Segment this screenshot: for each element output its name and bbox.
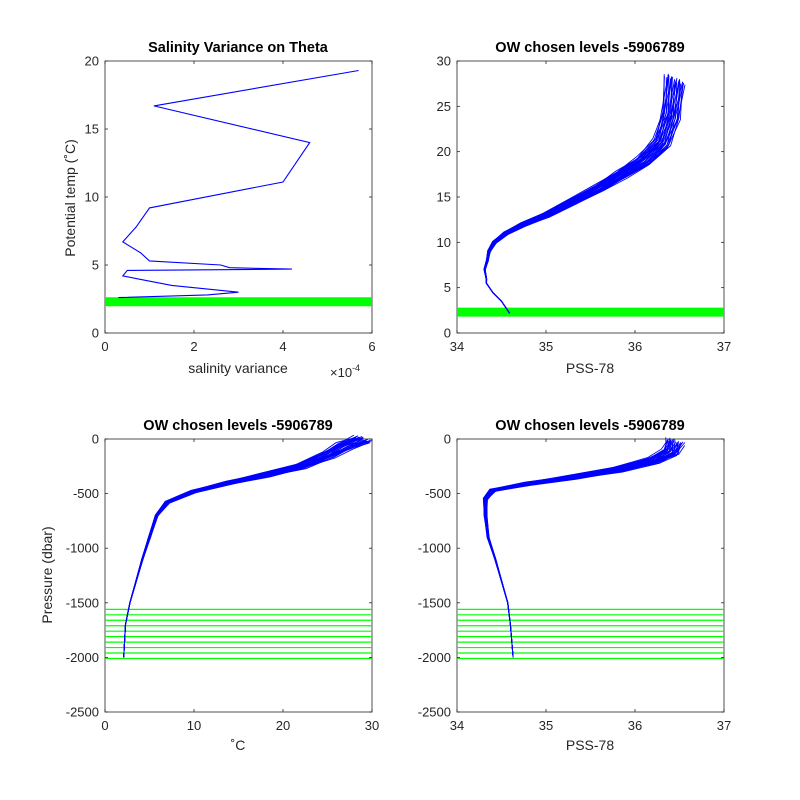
y-tick-label: 5 bbox=[444, 280, 451, 295]
y-tick-label: 0 bbox=[444, 432, 451, 447]
x-tick-label: 36 bbox=[628, 718, 642, 733]
x-tick-label: 20 bbox=[276, 718, 290, 733]
x-tick-label: 10 bbox=[187, 718, 201, 733]
x-tick-label: 0 bbox=[101, 339, 108, 354]
y-ticks: -2500 -2000 -1500 -1000 -500 0 bbox=[66, 432, 372, 720]
panel-theta-salinity: OW chosen levels -5906789 34 35 36 37 0 5 10 1… bbox=[437, 40, 732, 376]
x-tick-label: 36 bbox=[628, 339, 642, 354]
panel-title: OW chosen levels -5906789 bbox=[143, 418, 332, 434]
y-tick-label: 10 bbox=[85, 190, 99, 205]
x-tick-label: 35 bbox=[539, 339, 553, 354]
y-tick-label: 15 bbox=[437, 190, 451, 205]
x-tick-label: 34 bbox=[450, 339, 464, 354]
y-tick-label: 0 bbox=[92, 432, 99, 447]
x-axis-label: PSS-78 bbox=[566, 737, 614, 753]
x-axis-label: salinity variance bbox=[188, 360, 288, 376]
plot-area bbox=[456, 60, 725, 334]
panel-pressure-temperature: OW chosen levels -5906789 0 10 20 30 -2500-… bbox=[39, 418, 379, 753]
axes-box bbox=[456, 438, 725, 713]
y-ticks: 0 5 10 15 20 25 30 bbox=[437, 54, 724, 341]
y-tick-label: -1000 bbox=[418, 541, 451, 556]
x-tick-label: 37 bbox=[717, 718, 731, 733]
y-tick-label: -2500 bbox=[66, 705, 99, 720]
x-tick-label: 6 bbox=[368, 339, 375, 354]
y-ticks: 0 5 10 15 20 bbox=[85, 54, 372, 341]
profile-line bbox=[486, 445, 686, 658]
profile-line bbox=[484, 83, 684, 314]
x-ticks: 34 35 36 37 bbox=[450, 61, 731, 354]
panel-salinity-variance: Salinity Variance on Theta 0 2 4 6 0 5 10 15 20… bbox=[62, 40, 376, 380]
y-tick-label: -2000 bbox=[66, 650, 99, 665]
x-axis-label: PSS-78 bbox=[566, 360, 614, 376]
x-tick-label: 4 bbox=[279, 339, 286, 354]
x-axis-label: ˚C bbox=[231, 737, 246, 753]
plot-area bbox=[456, 437, 725, 713]
y-tick-label: 30 bbox=[437, 54, 451, 69]
y-tick-label: 10 bbox=[437, 235, 451, 250]
y-tick-label: 25 bbox=[437, 99, 451, 114]
x-tick-label: 37 bbox=[717, 339, 731, 354]
y-tick-label: -1000 bbox=[66, 541, 99, 556]
y-tick-label: 0 bbox=[92, 326, 99, 341]
y-tick-label: 20 bbox=[437, 144, 451, 159]
panel-title: OW chosen levels -5906789 bbox=[495, 40, 684, 56]
y-axis-label: Potential temp (˚C) bbox=[62, 139, 78, 256]
x-ticks: 0 10 20 30 bbox=[101, 439, 379, 733]
y-tick-label: 5 bbox=[92, 258, 99, 273]
x-ticks: 0 2 4 6 bbox=[101, 61, 376, 354]
y-tick-label: 20 bbox=[85, 54, 99, 69]
y-tick-label: -1500 bbox=[418, 595, 451, 610]
x-tick-label: 30 bbox=[365, 718, 379, 733]
x-tick-label: 0 bbox=[101, 718, 108, 733]
y-tick-label: -500 bbox=[425, 486, 451, 501]
panel-title: OW chosen levels -5906789 bbox=[495, 418, 684, 434]
y-tick-label: -1500 bbox=[66, 595, 99, 610]
axes-box bbox=[104, 438, 373, 713]
y-tick-label: 15 bbox=[85, 122, 99, 137]
x-tick-label: 2 bbox=[190, 339, 197, 354]
profile-line bbox=[123, 441, 371, 658]
x-tick-label: 35 bbox=[539, 718, 553, 733]
y-tick-label: -2500 bbox=[418, 705, 451, 720]
x-exponent-base: ×10 bbox=[330, 365, 352, 380]
plot-area bbox=[104, 434, 373, 713]
y-tick-label: -500 bbox=[73, 486, 99, 501]
x-ticks: 34 35 36 37 bbox=[450, 439, 731, 733]
x-tick-label: 34 bbox=[450, 718, 464, 733]
x-exponent-power: -4 bbox=[352, 363, 360, 373]
y-axis-label: Pressure (dbar) bbox=[39, 526, 55, 623]
panel-title: Salinity Variance on Theta bbox=[148, 40, 329, 56]
profile-line bbox=[118, 69, 359, 299]
y-tick-label: -2000 bbox=[418, 650, 451, 665]
y-ticks: -2500 -2000 -1500 -1000 -500 0 bbox=[418, 432, 724, 720]
panel-pressure-salinity: OW chosen levels -5906789 34 35 36 37 -2500… bbox=[418, 418, 731, 753]
y-tick-label: 0 bbox=[444, 326, 451, 341]
x-exponent: ×10-4 bbox=[330, 363, 360, 380]
